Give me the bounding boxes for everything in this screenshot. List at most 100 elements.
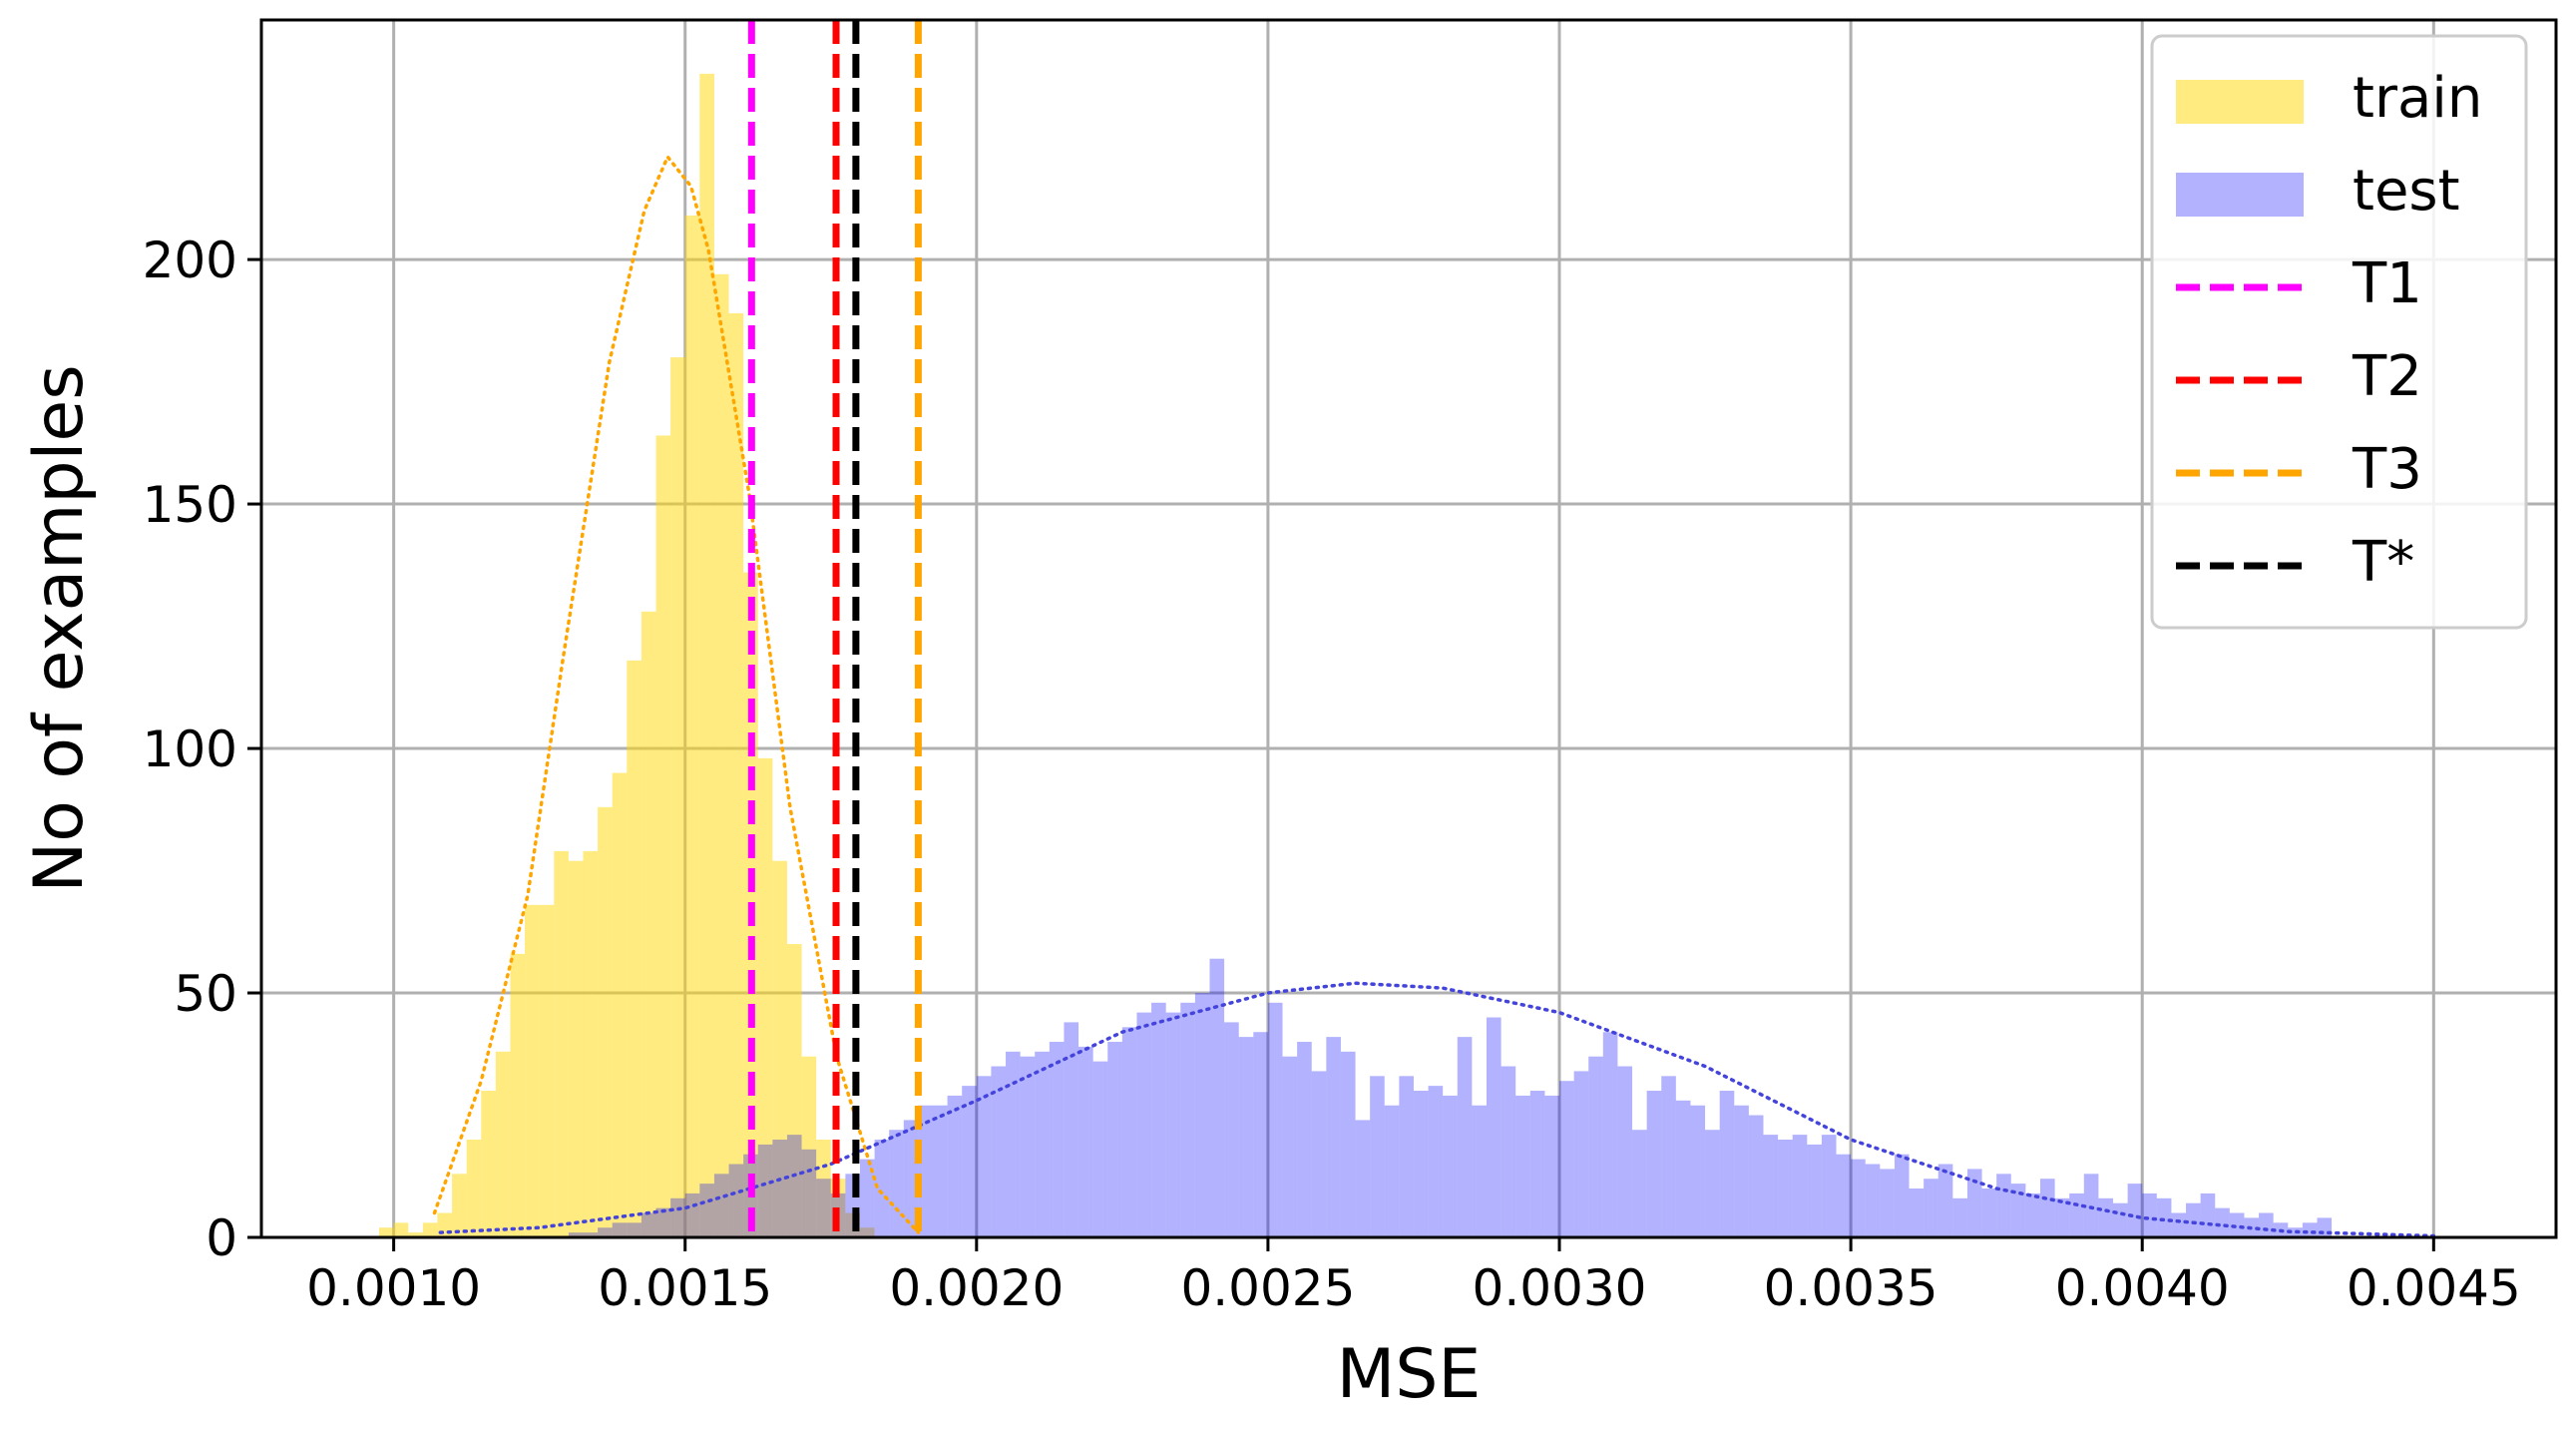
- histogram-bar: [699, 1184, 714, 1237]
- histogram-bar: [1661, 1076, 1676, 1237]
- x-tick-label: 0.0020: [889, 1259, 1064, 1317]
- histogram-bar: [1253, 1032, 1268, 1237]
- histogram-bar: [1370, 1076, 1385, 1237]
- x-tick-label: 0.0015: [598, 1259, 772, 1317]
- y-tick-label: 150: [143, 476, 237, 534]
- histogram-bar: [1909, 1189, 1925, 1237]
- histogram-bar: [1092, 1061, 1108, 1237]
- histogram-bar: [1573, 1071, 1589, 1237]
- histogram-bar: [1006, 1051, 1021, 1237]
- histogram-bar: [1690, 1105, 1706, 1237]
- x-tick-label: 0.0035: [1764, 1259, 1938, 1317]
- histogram-bar: [1763, 1135, 1779, 1237]
- histogram-bar: [2069, 1192, 2084, 1237]
- histogram-bar: [2142, 1192, 2157, 1237]
- histogram-bar: [1734, 1105, 1749, 1237]
- histogram-bar: [1880, 1169, 1895, 1237]
- histogram-bar: [1981, 1189, 1997, 1237]
- histogram-bar: [713, 1174, 729, 1237]
- fit-curve: [432, 153, 921, 1234]
- histogram-bar: [962, 1086, 977, 1237]
- legend-swatch: [2176, 173, 2304, 217]
- histogram-bar: [1443, 1095, 1458, 1237]
- histogram-bar: [1049, 1042, 1065, 1237]
- legend-frame: [2150, 34, 2528, 630]
- legend-label: test: [2353, 159, 2460, 224]
- histogram-bar: [452, 1174, 467, 1237]
- histogram-bar: [2302, 1222, 2318, 1237]
- histogram-bar: [903, 1120, 919, 1237]
- histogram-bar: [655, 435, 671, 1238]
- histogram-bar: [422, 1222, 438, 1237]
- histogram-bar: [947, 1095, 963, 1237]
- x-tick-label: 0.0010: [306, 1259, 481, 1317]
- histogram-bar: [525, 904, 540, 1237]
- histogram-bar: [1064, 1022, 1079, 1237]
- histogram-bar: [1851, 1159, 1866, 1237]
- histogram-bar: [1136, 1012, 1152, 1237]
- histogram-bar: [495, 1051, 511, 1237]
- histogram-bar: [655, 1207, 671, 1237]
- histogram-bar: [991, 1066, 1007, 1237]
- histogram-bar: [393, 1222, 409, 1237]
- legend-label: train: [2353, 66, 2482, 131]
- histogram-bar: [2025, 1192, 2040, 1237]
- histogram-bar: [1311, 1071, 1327, 1237]
- histogram-bar: [1602, 1032, 1618, 1237]
- legend-label: T3: [2352, 437, 2422, 502]
- histogram-bar: [1821, 1135, 1837, 1237]
- histogram-bar: [1121, 1027, 1137, 1237]
- histogram-bar: [1399, 1076, 1414, 1237]
- histogram-bar: [2127, 1184, 2143, 1237]
- histogram-bar: [1646, 1091, 1662, 1237]
- legend-label: T1: [2352, 251, 2422, 316]
- histogram-bar: [728, 1164, 744, 1237]
- histogram-bar: [1675, 1100, 1691, 1237]
- histogram-bar: [1996, 1174, 2011, 1237]
- histogram-bar: [2113, 1202, 2128, 1237]
- histogram-bar: [2229, 1212, 2245, 1237]
- histogram-bar: [2083, 1174, 2099, 1237]
- legend: train test T1 T2 T3 T*: [2150, 34, 2528, 630]
- histogram-bar: [713, 273, 729, 1237]
- histogram-bar: [1778, 1140, 1793, 1237]
- histogram-bar: [612, 1222, 628, 1237]
- histogram-bar: [1457, 1037, 1473, 1237]
- histogram-bar: [2259, 1212, 2274, 1237]
- histogram-bar: [1267, 1002, 1283, 1237]
- histogram-bar: [1224, 1022, 1239, 1237]
- histogram-bar: [1937, 1164, 1953, 1237]
- histogram-bar: [772, 1140, 787, 1237]
- histogram-bar: [699, 73, 714, 1237]
- histogram-bar: [641, 611, 656, 1237]
- histogram-bar: [1544, 1095, 1560, 1237]
- x-tick-label: 0.0030: [1473, 1259, 1647, 1317]
- histogram-bar: [1020, 1056, 1036, 1237]
- histogram-bar: [801, 1056, 817, 1237]
- histogram-bar: [2171, 1212, 2187, 1237]
- histogram-bar: [1078, 1046, 1093, 1237]
- histogram-bar: [1559, 1081, 1574, 1237]
- histogram-bar: [1617, 1066, 1633, 1237]
- histogram-bar: [1792, 1135, 1808, 1237]
- histogram-bar: [1107, 1042, 1122, 1237]
- histogram-bar: [816, 1140, 831, 1237]
- histogram-bar: [976, 1076, 992, 1237]
- histogram-bar: [1238, 1037, 1254, 1237]
- legend-label: T*: [2352, 530, 2414, 595]
- histogram-bar: [1952, 1197, 1967, 1237]
- histogram-bar: [2186, 1202, 2201, 1237]
- histogram-bar: [859, 1227, 875, 1237]
- histogram-bar: [874, 1140, 890, 1237]
- histogram-bar: [1486, 1017, 1502, 1237]
- histogram-bar: [612, 772, 628, 1237]
- histogram-bar: [1194, 993, 1210, 1237]
- histogram-bar: [1035, 1051, 1050, 1237]
- histogram-bar: [918, 1105, 933, 1237]
- histogram-bar: [510, 953, 526, 1237]
- histogram-bar: [1515, 1095, 1530, 1237]
- histogram-bar: [2039, 1179, 2055, 1237]
- legend-label: T2: [2352, 344, 2422, 409]
